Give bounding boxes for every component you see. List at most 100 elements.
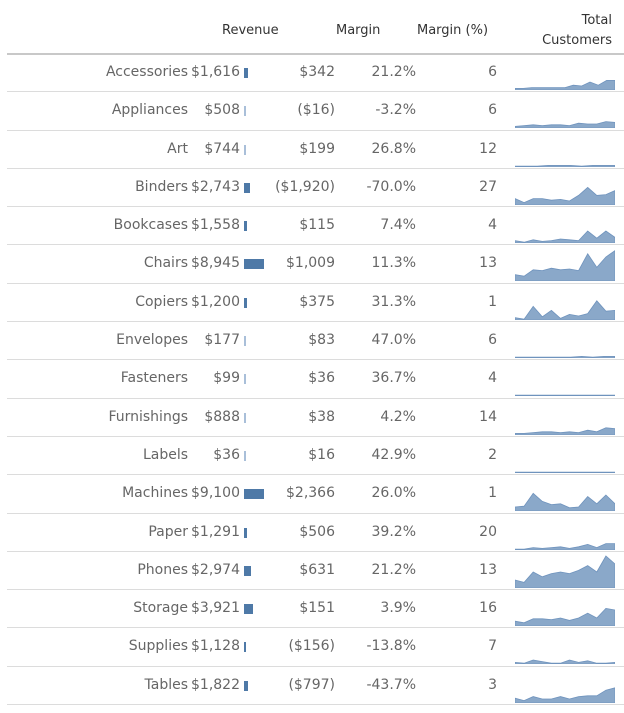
revenue-bar[interactable] (244, 412, 246, 423)
table-row[interactable]: Art $744 $199 26.8% 12 (7, 131, 624, 169)
revenue-value: $888 (204, 408, 240, 425)
category-label: Fasteners (120, 370, 188, 387)
margin-pct-value: 36.7% (371, 370, 416, 387)
category-label: Copiers (135, 293, 188, 310)
customers-value: 6 (488, 102, 497, 119)
table-row[interactable]: Labels $36 $16 42.9% 2 (7, 437, 624, 476)
margin-pct-value: 26.8% (371, 140, 416, 157)
category-label: Labels (142, 446, 188, 463)
customers-value: 12 (479, 140, 497, 157)
revenue-bar[interactable] (244, 565, 251, 576)
header-total-customers-line2: Customers (542, 33, 612, 48)
customers-sparkline[interactable] (515, 478, 615, 512)
revenue-bar[interactable] (244, 68, 248, 78)
margin-pct-value: -70.0% (366, 178, 416, 195)
customers-value: 6 (488, 332, 497, 349)
revenue-bar[interactable] (244, 450, 246, 461)
customers-sparkline[interactable] (515, 440, 615, 473)
customers-value: 13 (479, 561, 497, 578)
revenue-bar[interactable] (244, 336, 246, 347)
category-label: Tables (144, 676, 189, 693)
customers-sparkline[interactable] (515, 210, 615, 244)
customers-sparkline[interactable] (515, 593, 615, 627)
customers-value: 1 (488, 293, 497, 310)
revenue-value: $1,558 (191, 217, 240, 234)
customers-sparkline[interactable] (515, 555, 615, 588)
margin-pct-value: 42.9% (371, 446, 416, 463)
customers-sparkline[interactable] (515, 248, 615, 282)
table-row[interactable]: Chairs $8,945 $1,009 11.3% 13 (7, 245, 624, 284)
revenue-bar[interactable] (244, 642, 246, 653)
revenue-value: $744 (204, 140, 240, 157)
customers-value: 13 (479, 255, 497, 272)
revenue-value: $36 (213, 446, 240, 463)
table-row[interactable]: Binders $2,743 ($1,920) -70.0% 27 (7, 169, 624, 208)
margin-value: $199 (299, 140, 335, 157)
customers-sparkline[interactable] (515, 402, 615, 435)
table-row[interactable]: Machines $9,100 $2,366 26.0% 1 (7, 475, 624, 514)
revenue-bar[interactable] (244, 182, 250, 193)
margin-value: $115 (299, 217, 335, 234)
customers-value: 4 (488, 217, 497, 234)
customers-sparkline[interactable] (515, 287, 615, 320)
revenue-bar[interactable] (244, 144, 246, 155)
header-revenue[interactable]: Revenue (222, 23, 279, 38)
table-row[interactable]: Bookcases $1,558 $115 7.4% 4 (7, 207, 624, 246)
customers-sparkline[interactable] (515, 172, 615, 205)
revenue-bar[interactable] (244, 374, 246, 385)
customers-value: 20 (479, 523, 497, 540)
table-row[interactable]: Appliances $508 ($16) -3.2% 6 (7, 92, 624, 131)
margin-value: $83 (308, 332, 335, 349)
table-row[interactable]: Paper $1,291 $506 39.2% 20 (7, 514, 624, 552)
customers-sparkline[interactable] (515, 95, 615, 129)
revenue-bar[interactable] (244, 527, 247, 538)
customers-sparkline[interactable] (515, 670, 615, 703)
revenue-bar[interactable] (244, 680, 248, 691)
revenue-value: $3,921 (191, 600, 240, 617)
revenue-bar[interactable] (244, 604, 253, 615)
revenue-bar[interactable] (244, 489, 264, 500)
header-margin-pct[interactable]: Margin (%) (417, 23, 489, 38)
customers-sparkline[interactable] (515, 631, 615, 665)
table-row[interactable]: Storage $3,921 $151 3.9% 16 (7, 590, 624, 629)
table-row[interactable]: Copiers $1,200 $375 31.3% 1 (7, 284, 624, 323)
revenue-value: $99 (213, 370, 240, 387)
revenue-bar[interactable] (244, 106, 246, 117)
margin-pct-value: 31.3% (371, 293, 416, 310)
customers-sparkline[interactable] (515, 517, 615, 550)
table-row[interactable]: Envelopes $177 $83 47.0% 6 (7, 322, 624, 361)
customers-sparkline[interactable] (515, 57, 615, 90)
header-total-customers[interactable]: Total Customers (522, 11, 612, 51)
margin-pct-value: 26.0% (371, 485, 416, 502)
table-row[interactable]: Phones $2,974 $631 21.2% 13 (7, 552, 624, 591)
category-label: Storage (133, 600, 188, 617)
table-row[interactable]: Tables $1,822 ($797) -43.7% 3 (7, 667, 624, 706)
category-label: Chairs (143, 255, 188, 272)
revenue-bar[interactable] (244, 259, 264, 270)
margin-value: $375 (299, 293, 335, 310)
category-label: Phones (137, 561, 188, 578)
revenue-bar[interactable] (244, 297, 247, 308)
customers-value: 7 (488, 638, 497, 655)
table-row[interactable]: Accessories $1,616 $342 21.2% 6 (7, 54, 624, 93)
header-margin[interactable]: Margin (336, 23, 381, 38)
customers-sparkline[interactable] (515, 325, 615, 359)
category-label: Furnishings (108, 408, 188, 425)
customers-sparkline[interactable] (515, 134, 615, 167)
table-row[interactable]: Furnishings $888 $38 4.2% 14 (7, 399, 624, 437)
revenue-value: $2,743 (191, 178, 240, 195)
table-row[interactable]: Fasteners $99 $36 36.7% 4 (7, 360, 624, 399)
customers-sparkline[interactable] (515, 363, 615, 397)
category-label: Art (167, 140, 188, 157)
revenue-value: $177 (204, 332, 240, 349)
revenue-value: $1,291 (191, 523, 240, 540)
revenue-value: $1,616 (191, 64, 240, 80)
margin-pct-value: -3.2% (375, 102, 416, 119)
revenue-value: $8,945 (191, 255, 240, 272)
margin-pct-value: 11.3% (371, 255, 416, 272)
category-label: Accessories (105, 64, 188, 80)
table-row[interactable]: Supplies $1,128 ($156) -13.8% 7 (7, 628, 624, 667)
revenue-bar[interactable] (244, 221, 247, 232)
margin-value: ($16) (297, 102, 335, 119)
category-label: Envelopes (116, 332, 188, 349)
